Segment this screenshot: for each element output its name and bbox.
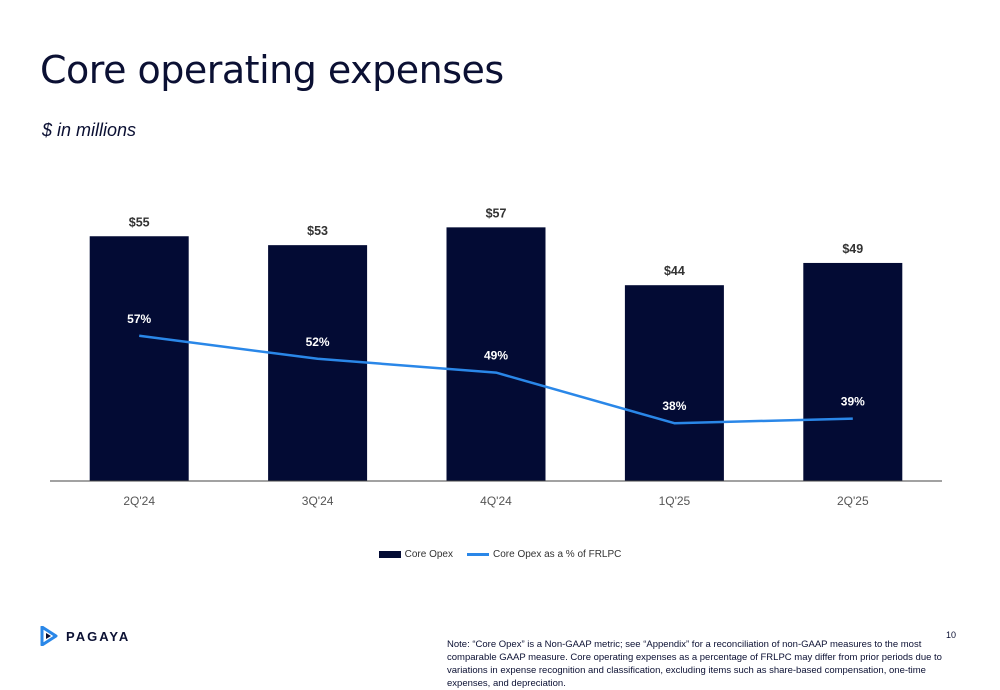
legend-line-swatch — [466, 553, 489, 556]
bar-0 — [89, 236, 189, 481]
bar-3 — [624, 285, 724, 481]
page-subtitle: $ in millions — [42, 120, 137, 140]
brand-name: PAGAYA — [66, 628, 131, 644]
category-label-3: 1Q'25 — [659, 494, 691, 508]
pagaya-logo: PAGAYA — [40, 626, 130, 646]
bar-value-label-0: $55 — [129, 215, 150, 229]
bar-value-label-2: $57 — [486, 206, 507, 220]
chart-legend: Core Opex Core Opex as a % of FRLPC — [0, 549, 1000, 560]
footnote: Note: “Core Opex” is a Non-GAAP metric; … — [447, 639, 942, 689]
line-value-label-2: 49% — [484, 349, 508, 363]
line-value-label-3: 38% — [662, 399, 686, 413]
category-label-1: 3Q'24 — [302, 494, 334, 508]
page-title: Core operating expenses — [40, 48, 504, 92]
bar-value-label-1: $53 — [307, 224, 328, 238]
page-number: 10 — [945, 630, 956, 640]
category-label-0: 2Q'24 — [123, 494, 155, 508]
legend-bar-label: Core Opex — [404, 549, 453, 560]
bar-4 — [803, 262, 903, 481]
category-label-2: 4Q'24 — [480, 494, 512, 508]
legend-bar-swatch — [378, 551, 401, 558]
line-series-pct — [139, 334, 853, 425]
line-value-label-4: 39% — [841, 395, 865, 409]
legend-line-label: Core Opex as a % of FRLPC — [492, 549, 622, 560]
pagaya-logo-icon — [40, 626, 58, 646]
legend-item-line: Core Opex as a % of FRLPC — [466, 549, 622, 560]
bar-value-label-4: $49 — [842, 242, 863, 256]
category-label-4: 2Q'25 — [837, 494, 869, 508]
line-value-label-0: 57% — [127, 312, 151, 326]
line-value-label-1: 52% — [306, 335, 330, 349]
bar-1 — [268, 245, 368, 481]
bar-value-label-3: $44 — [664, 264, 685, 278]
legend-item-bar: Core Opex — [378, 549, 453, 560]
bar-2 — [446, 227, 546, 481]
